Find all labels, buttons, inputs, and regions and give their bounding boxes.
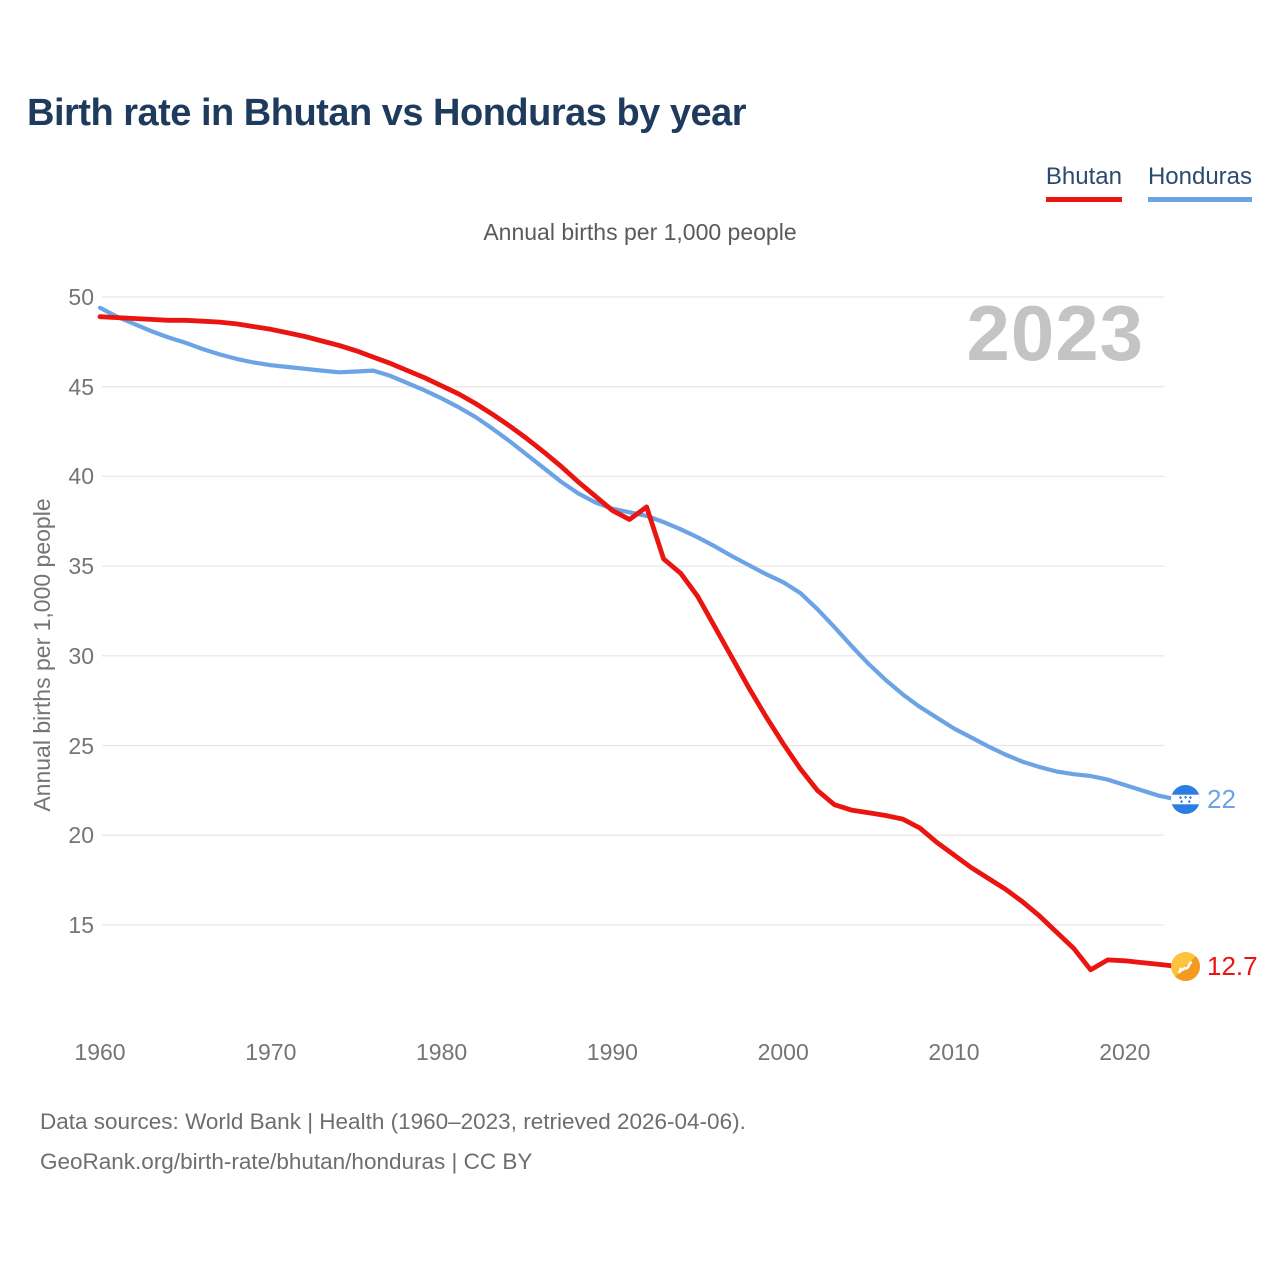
chart-subtitle: Annual births per 1,000 people	[483, 219, 797, 245]
honduras-line[interactable]	[97, 305, 1179, 802]
x-tick-label: 1980	[416, 1039, 468, 1065]
y-tick-label: 50	[68, 284, 94, 310]
year-watermark: 2023	[966, 289, 1144, 377]
y-tick-label: 25	[68, 732, 94, 759]
legend-item-honduras[interactable]: Honduras	[1147, 163, 1252, 203]
y-axis-title: Annual births per 1,000 people	[29, 498, 55, 812]
honduras-flag-icon	[1171, 785, 1200, 814]
x-tick-label: 2020	[1099, 1039, 1151, 1065]
source-note: Data sources: World Bank | Health (1960–…	[40, 1102, 746, 1182]
y-tick-label: 45	[68, 373, 94, 400]
bhutan-flag-icon	[1171, 952, 1200, 981]
end-value-bhutan: 12.7	[1207, 951, 1258, 981]
x-tick-label: 1970	[245, 1039, 297, 1065]
bhutan-line[interactable]	[97, 314, 1179, 973]
x-tick-label: 1990	[586, 1039, 638, 1065]
legend-item-bhutan[interactable]: Bhutan	[1045, 163, 1122, 203]
x-tick-label: 2010	[928, 1039, 980, 1065]
x-tick-label: 1960	[74, 1039, 126, 1065]
y-tick-label: 15	[68, 911, 94, 938]
y-tick-label: 35	[68, 553, 94, 580]
legend: Bhutan Honduras	[1045, 163, 1252, 203]
y-tick-label: 20	[68, 822, 94, 849]
chart-title: Birth rate in Bhutan vs Honduras by year	[27, 92, 747, 134]
x-tick-label: 2000	[757, 1039, 809, 1065]
end-label-bhutan: 12.7	[1171, 951, 1258, 982]
end-value-honduras: 22	[1207, 784, 1236, 814]
end-label-honduras: 22	[1171, 784, 1236, 815]
y-tick-label: 30	[68, 642, 94, 669]
attribution-line: GeoRank.org/birth-rate/bhutan/honduras |…	[40, 1149, 533, 1174]
data-sources-line: Data sources: World Bank | Health (1960–…	[40, 1109, 746, 1134]
y-tick-label: 40	[68, 463, 94, 490]
